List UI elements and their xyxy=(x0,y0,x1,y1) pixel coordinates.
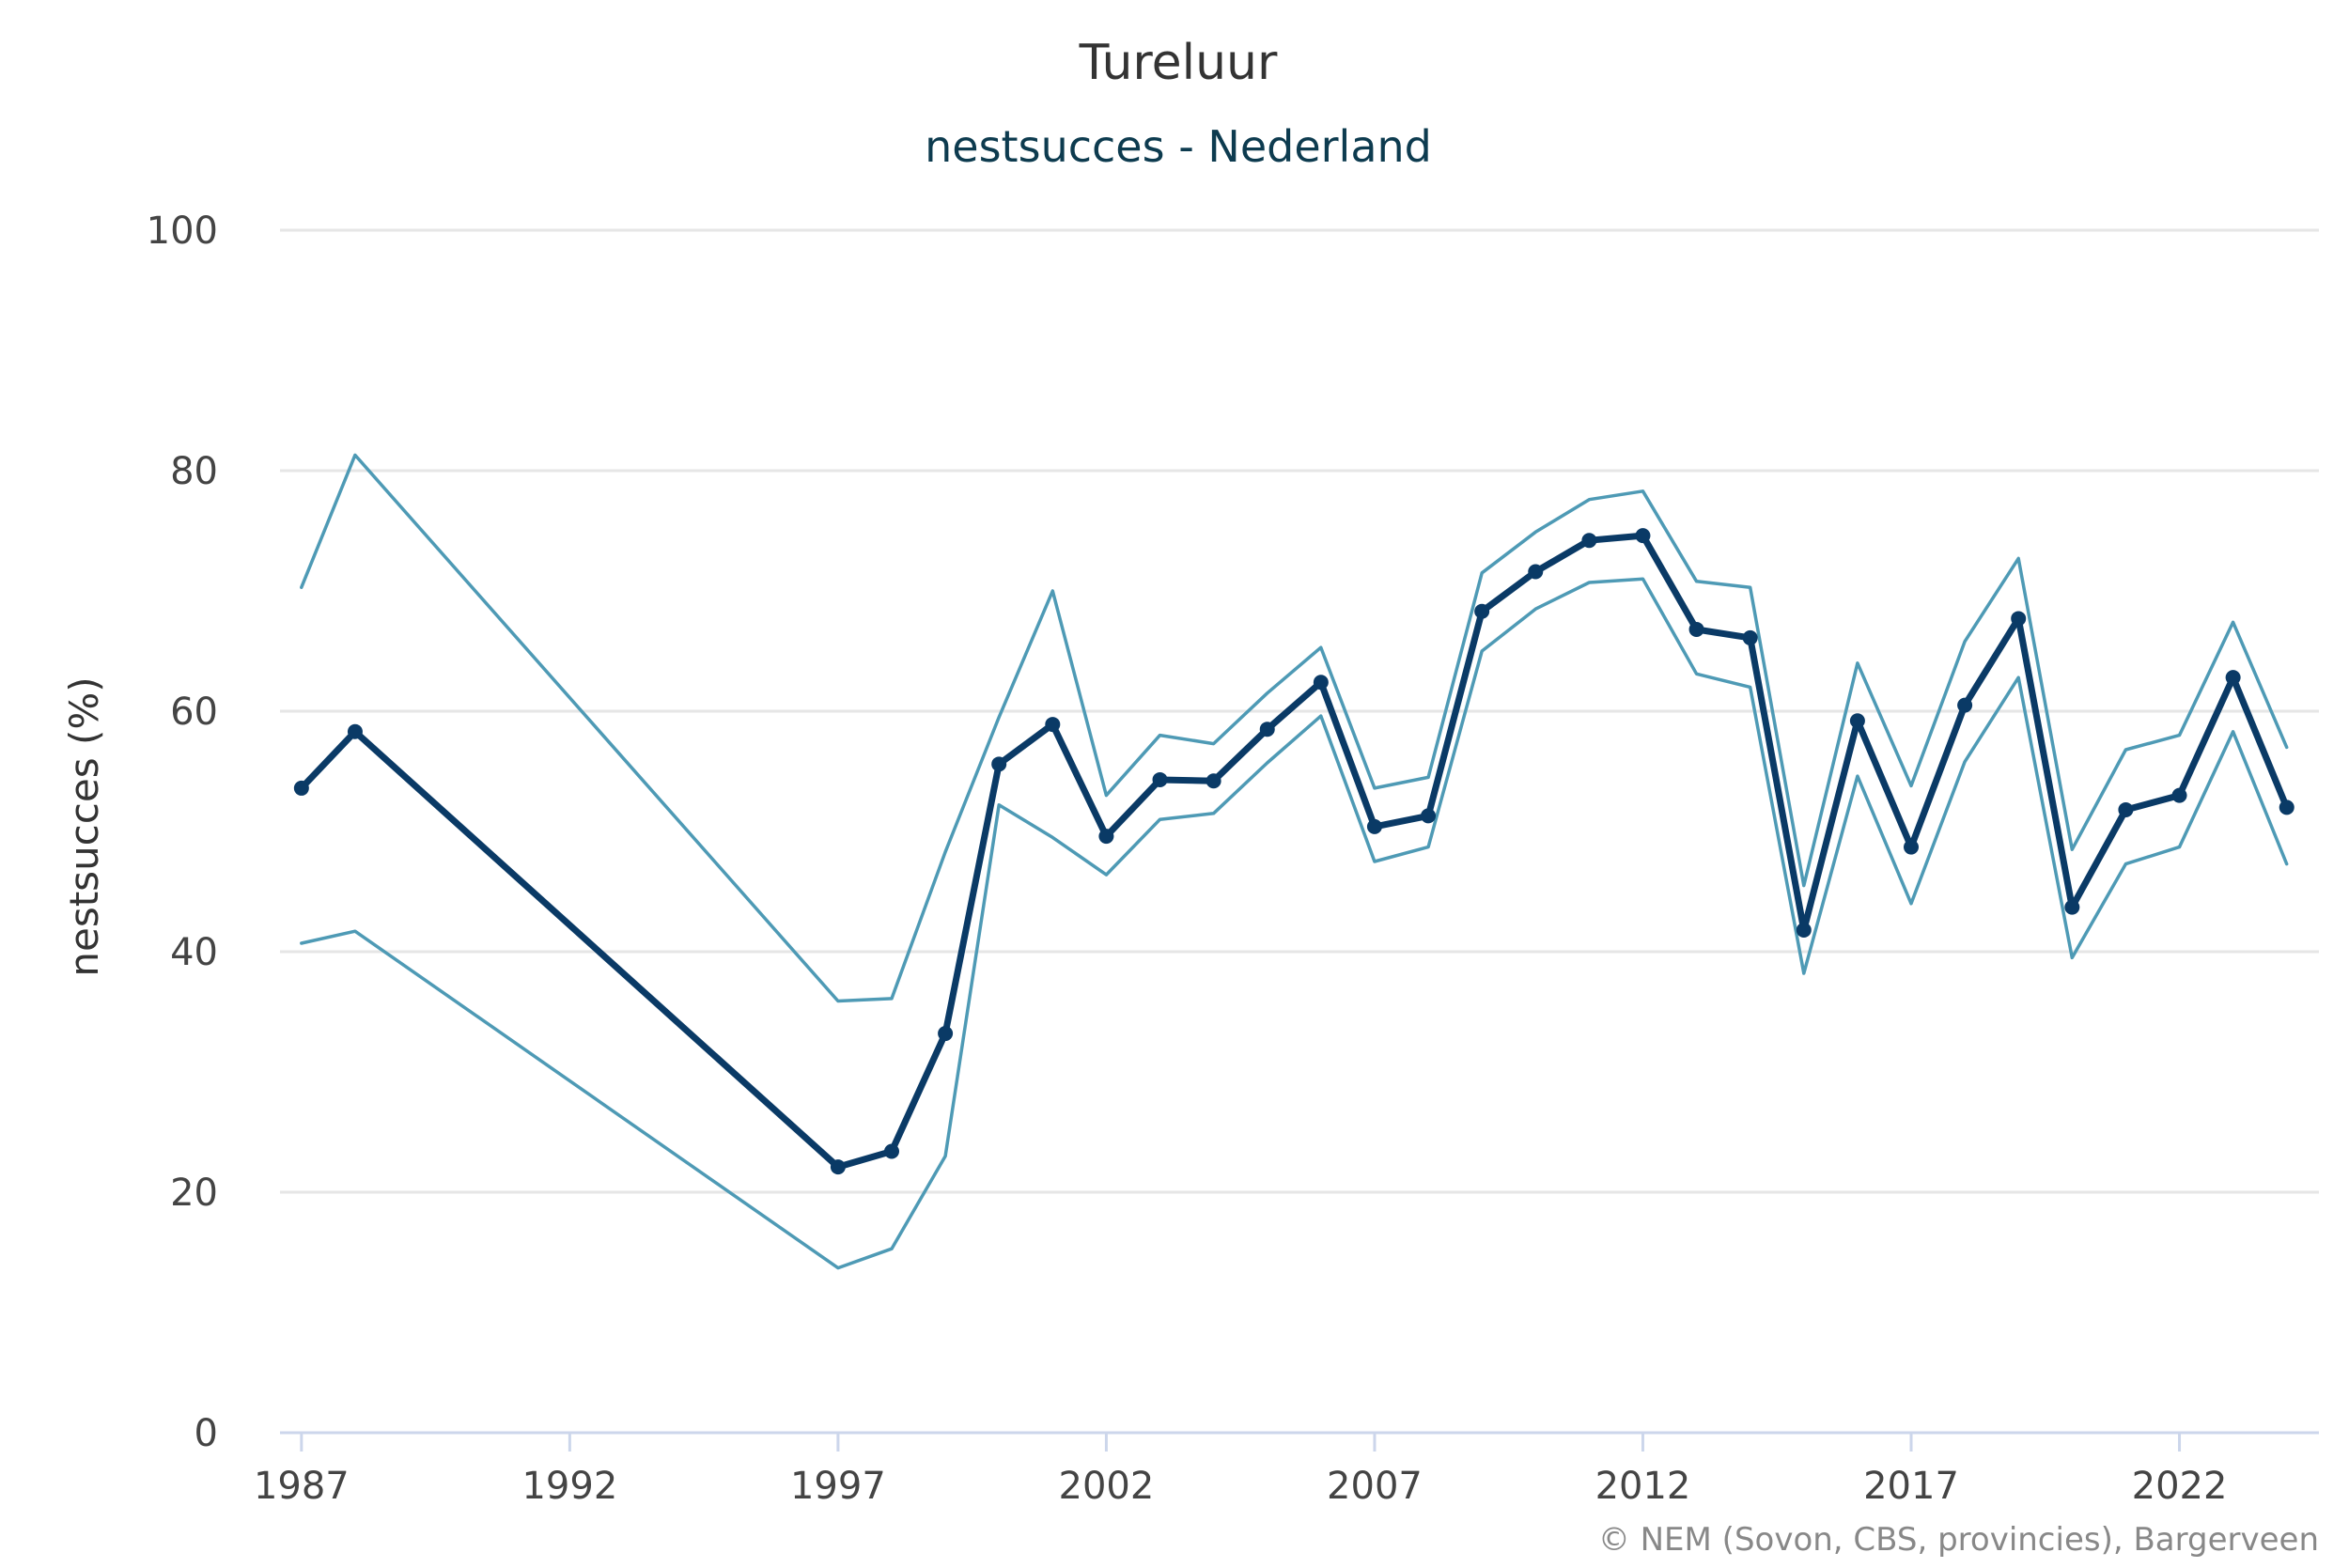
data-point-2020 xyxy=(2064,899,2080,915)
data-point-2002 xyxy=(1098,829,1114,845)
data-point-1998 xyxy=(884,1143,899,1159)
chart-subtitle: nestsucces - Nederland xyxy=(925,121,1432,172)
x-tick-label-2017: 2017 xyxy=(1863,1465,1959,1508)
data-point-2004 xyxy=(1206,773,1221,789)
data-point-2019 xyxy=(2011,611,2027,627)
data-point-2006 xyxy=(1313,675,1329,691)
data-point-2024 xyxy=(2279,800,2295,815)
data-point-2021 xyxy=(2118,801,2134,817)
data-point-2005 xyxy=(1259,722,1275,737)
data-point-2015 xyxy=(1796,922,1812,938)
data-point-2007 xyxy=(1366,818,1382,834)
data-point-2018 xyxy=(1957,697,1973,713)
data-point-2023 xyxy=(2225,670,2241,686)
x-tick-label-2012: 2012 xyxy=(1595,1465,1691,1508)
y-axis-ticks: 0 20 40 60 80 100 xyxy=(147,210,218,1455)
x-tick-label-1987: 1987 xyxy=(254,1465,350,1508)
data-point-2010 xyxy=(1528,564,1544,580)
data-point-1987 xyxy=(293,780,309,796)
x-tick-label-2007: 2007 xyxy=(1327,1465,1423,1508)
x-tick-label-1997: 1997 xyxy=(790,1465,886,1508)
data-point-2022 xyxy=(2171,787,2187,803)
credits: © NEM (Sovon, CBS, provincies), Bargerve… xyxy=(1598,1521,2319,1559)
data-point-2014 xyxy=(1742,629,1758,645)
data-point-2013 xyxy=(1688,621,1704,637)
series-lines xyxy=(298,453,2291,1270)
x-tick-label-2022: 2022 xyxy=(2132,1465,2228,1508)
series-markers xyxy=(293,528,2295,1175)
data-point-2012 xyxy=(1635,528,1651,544)
data-point-1999 xyxy=(938,1026,954,1042)
y-tick-label-20: 20 xyxy=(170,1172,218,1215)
series-line-upper xyxy=(300,453,2289,1003)
y-axis-label: nestsucces (%) xyxy=(61,676,107,976)
data-point-2011 xyxy=(1581,533,1597,549)
series-line-lower xyxy=(300,577,2289,1270)
data-point-2008 xyxy=(1421,808,1437,824)
data-point-2017 xyxy=(1904,839,1919,855)
series-line-estimate xyxy=(298,532,2291,1171)
data-point-2000 xyxy=(991,756,1007,772)
y-tick-label-100: 100 xyxy=(147,210,218,253)
x-axis: 1987 1992 1997 2002 2007 2012 2017 2022 xyxy=(254,1431,2319,1508)
data-point-2016 xyxy=(1849,713,1865,729)
y-tick-label-0: 0 xyxy=(194,1412,218,1455)
x-tick-label-1992: 1992 xyxy=(521,1465,617,1508)
data-point-1988 xyxy=(347,723,363,739)
data-point-2001 xyxy=(1045,717,1061,733)
y-tick-label-80: 80 xyxy=(170,450,218,493)
grid-lines xyxy=(280,228,2319,1194)
x-tick-label-2002: 2002 xyxy=(1059,1465,1155,1508)
y-tick-label-60: 60 xyxy=(170,691,218,734)
y-tick-label-40: 40 xyxy=(170,931,218,974)
chart-title: Tureluur xyxy=(1079,35,1278,91)
data-point-1997 xyxy=(830,1159,846,1175)
data-point-2003 xyxy=(1152,771,1168,787)
data-point-2009 xyxy=(1474,603,1490,619)
